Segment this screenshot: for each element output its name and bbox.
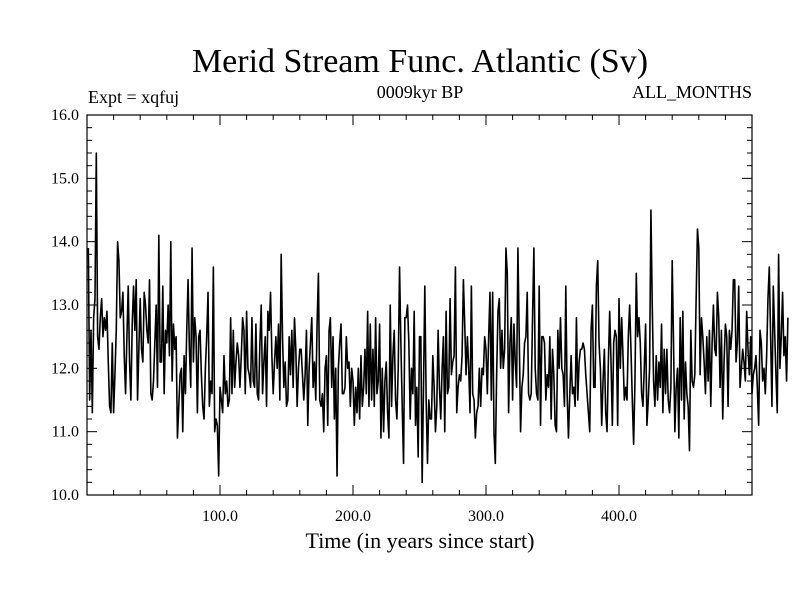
experiment-label: Expt = xqfuj xyxy=(88,87,179,107)
series-line-amoc xyxy=(87,152,789,484)
y-tick-label: 13.0 xyxy=(51,297,79,314)
x-tick-label: 200.0 xyxy=(335,508,371,525)
chart-title: Merid Stream Func. Atlantic (Sv) xyxy=(192,43,648,80)
y-tick-label: 16.0 xyxy=(51,107,79,124)
period-label: 0009kyr BP xyxy=(377,82,464,102)
y-tick-label: 15.0 xyxy=(51,170,79,187)
x-axis-label: Time (in years since start) xyxy=(306,528,535,553)
season-label: ALL_MONTHS xyxy=(632,82,752,102)
x-tick-label: 400.0 xyxy=(601,508,637,525)
y-tick-label: 14.0 xyxy=(51,234,79,251)
y-tick-label: 12.0 xyxy=(51,360,79,377)
y-tick-label: 11.0 xyxy=(52,424,79,441)
y-tick-label: 10.0 xyxy=(51,487,79,504)
plot-frame xyxy=(86,114,753,496)
x-axis: 100.0 200.0 300.0 400.0 xyxy=(113,115,726,525)
x-tick-label: 100.0 xyxy=(202,508,238,525)
x-tick-label: 300.0 xyxy=(468,508,504,525)
